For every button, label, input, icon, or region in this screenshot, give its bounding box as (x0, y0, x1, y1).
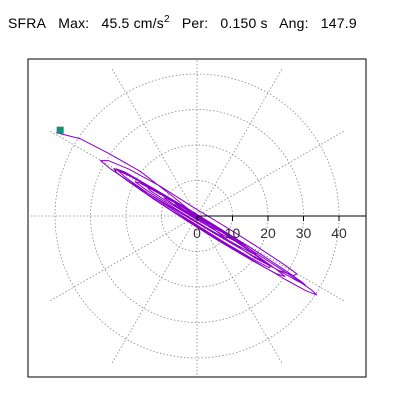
peak-marker (56, 126, 64, 134)
chart-header: SFRA Max: 45.5 cm/s2 Per: 0.150 s Ang: 1… (8, 14, 365, 31)
ang-value: 147.9 (320, 15, 357, 31)
grid-spoke-60 (196, 68, 283, 217)
radial-axis: 0 10 20 30 40 (193, 215, 366, 241)
station-label: SFRA (8, 15, 47, 31)
trace-layer (55, 132, 318, 296)
motion-trace-0 (55, 132, 318, 296)
radial-tick-label-40: 40 (331, 225, 347, 241)
grid-spoke-210 (49, 215, 198, 302)
radial-tick-label-20: 20 (260, 225, 276, 241)
grid-spoke-240 (111, 215, 198, 364)
ang-label: Ang: (279, 15, 309, 31)
marker-layer (56, 126, 64, 134)
radial-tick-label-0: 0 (193, 225, 201, 241)
per-value: 0.150 s (220, 15, 268, 31)
grid-spoke-30 (196, 130, 345, 217)
max-value-number: 45.5 cm/s (101, 15, 164, 31)
radial-tick-label-30: 30 (296, 225, 312, 241)
grid-spoke-300 (196, 215, 283, 364)
per-label: Per: (181, 15, 209, 31)
max-label: Max: (58, 15, 90, 31)
radial-tick-label-10: 10 (225, 225, 241, 241)
max-value: 45.5 cm/s2 (101, 14, 170, 31)
max-value-exponent: 2 (163, 14, 170, 25)
grid-spoke-120 (111, 68, 198, 217)
